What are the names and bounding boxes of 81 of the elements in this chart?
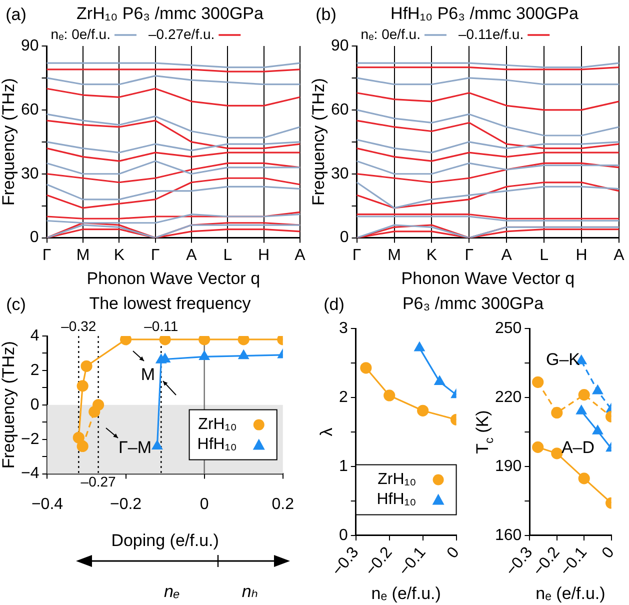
y-tick-label: 160: [494, 526, 522, 544]
x-tick-label: Γ: [352, 246, 362, 264]
y-tick-label: 0: [338, 526, 348, 544]
y-tick-label: −2: [20, 430, 40, 448]
text: (a): [6, 5, 26, 25]
x-tick-label: K: [114, 246, 125, 264]
y-tick-label: 90: [331, 37, 349, 54]
chart-title: HfH₁₀ P6₃ /mmc 300GPa: [390, 4, 580, 24]
x-tick-label: 0: [200, 496, 209, 513]
x-tick-label: Γ: [42, 246, 52, 264]
text: nₑ: [164, 582, 180, 602]
x-tick-label: −0.4: [31, 496, 64, 513]
y-tick-label: 220: [494, 388, 522, 406]
x-tick-label: Γ: [464, 246, 474, 264]
x-tick-label: L: [223, 246, 232, 264]
y-axis-title: Tc (K): [473, 410, 496, 454]
y-tick-label: 0: [30, 229, 39, 246]
annotation: A–D: [561, 438, 595, 458]
chart-title: P6₃ /mmc 300GPa: [402, 294, 544, 313]
y-tick-label: −4: [20, 465, 40, 482]
legend-label: nₑ: 0e/f.u.: [360, 26, 420, 42]
y-tick-label: 4: [30, 327, 40, 344]
chart-title: The lowest frequency: [88, 294, 252, 314]
y-tick-label: 190: [494, 458, 522, 475]
y-tick-label: 30: [331, 165, 349, 182]
x-tick-label: H: [576, 246, 588, 264]
y-axis-title: λ: [317, 427, 336, 436]
x-axis-title: Phonon Wave Vector q: [401, 269, 575, 288]
x-tick-label: −0.3: [329, 544, 362, 580]
x-axis-title: nₑ (e/f.u.): [371, 584, 441, 603]
x-tick-label: M: [76, 246, 90, 264]
y-tick-label: 3: [338, 320, 348, 338]
ref-line-label: –0.27: [80, 474, 116, 490]
x-axis-title: Doping (e/f.u.): [111, 531, 219, 550]
annotation: M: [140, 365, 156, 385]
text: (b): [316, 5, 336, 25]
legend-label: HfH₁₀: [376, 491, 416, 508]
x-tick-label: A: [501, 246, 512, 264]
x-tick-label: M: [388, 246, 401, 264]
x-tick-label: H: [258, 246, 270, 264]
y-axis-title: Frequency (THz): [0, 341, 18, 469]
x-tick-label: A: [186, 246, 198, 264]
x-tick-label: −0.2: [362, 544, 396, 580]
x-tick-label: 0.2: [272, 496, 294, 513]
x-tick-label: K: [426, 246, 438, 264]
x-tick-label: A: [294, 246, 306, 264]
y-tick-label: 60: [331, 101, 349, 118]
legend-label: HfH₁₀: [197, 436, 237, 454]
y-tick-label: 2: [30, 362, 40, 379]
legend-label: nₑ: 0e/f.u.: [50, 26, 110, 42]
x-tick-label: 0: [444, 544, 463, 562]
text: nₕ: [242, 582, 258, 602]
y-tick-label: 0: [340, 229, 349, 246]
annotation: G–K: [546, 350, 580, 370]
x-axis-title: nₑ (e/f.u.): [536, 584, 606, 603]
y-axis-title: Frequency (THz): [0, 78, 18, 206]
y-axis-title: Frequency (THz): [309, 78, 328, 206]
x-axis-title: Phonon Wave Vector q: [86, 269, 260, 288]
annotation: Γ–M: [118, 438, 152, 458]
y-tick-label: 2: [338, 388, 348, 406]
ref-line-label: –0.11: [144, 318, 178, 334]
chart-title: ZrH₁₀ P6₃ /mmc 300GPa: [76, 4, 264, 24]
legend-label: ZrH₁₀: [378, 471, 416, 488]
x-tick-label: −0.1: [396, 544, 430, 580]
y-tick-label: 30: [21, 165, 39, 182]
y-tick-label: 250: [494, 320, 522, 338]
x-tick-label: 0: [598, 544, 618, 562]
y-tick-label: 60: [21, 101, 39, 118]
y-tick-label: 90: [21, 37, 39, 54]
x-tick-label: Γ: [150, 246, 160, 264]
x-tick-label: L: [540, 246, 549, 264]
text: (d): [324, 295, 344, 315]
ref-line-label: –0.32: [61, 318, 96, 334]
legend-label: ZrH₁₀: [198, 416, 237, 434]
text: (c): [6, 295, 26, 315]
legend-label: –0.27e/f.u.: [148, 26, 215, 42]
x-tick-label: A: [614, 246, 625, 264]
y-tick-label: 0: [30, 396, 40, 414]
x-tick-label: −0.2: [110, 496, 142, 513]
legend-label: –0.11e/f.u.: [458, 26, 524, 42]
y-tick-label: 1: [338, 458, 348, 475]
